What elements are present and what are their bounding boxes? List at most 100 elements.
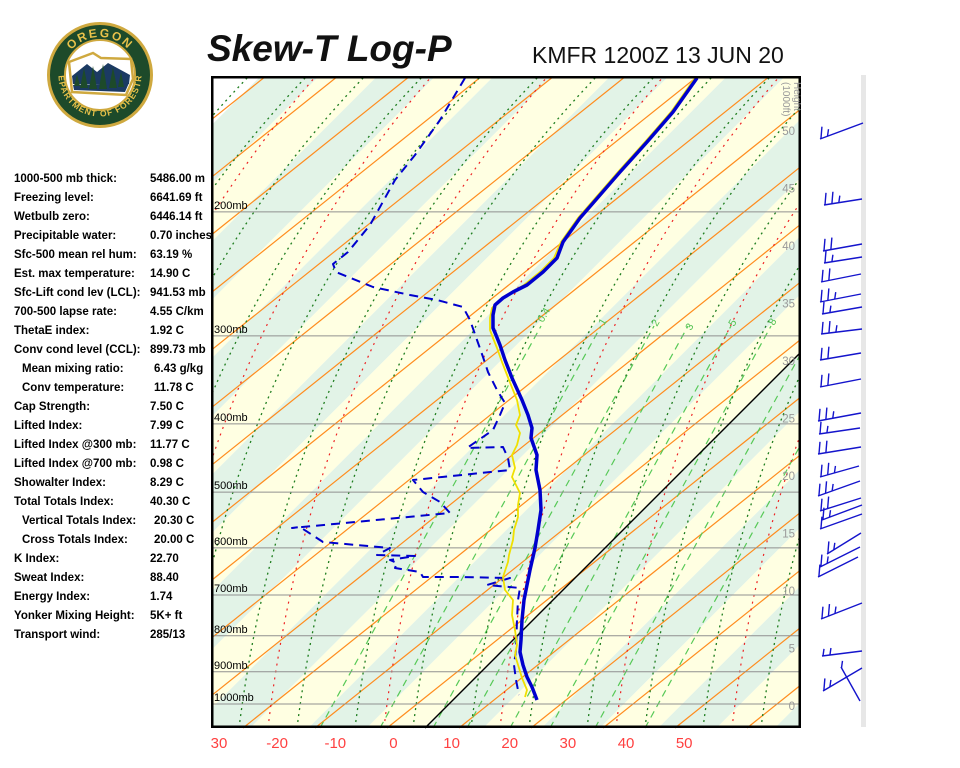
index-label: Sfc-500 mean rel hum: bbox=[14, 249, 137, 261]
index-label: ThetaE index: bbox=[14, 325, 90, 337]
index-value: 0.98 C bbox=[150, 458, 184, 470]
height-tick-label: 15 bbox=[782, 529, 795, 541]
index-row: Cross Totals Index: 20.00 C bbox=[14, 531, 212, 550]
index-label: Yonker Mixing Height: bbox=[14, 610, 135, 622]
index-value: 8.29 C bbox=[150, 477, 184, 489]
temp-axis-label: 10 bbox=[443, 735, 460, 752]
index-row: Energy Index: 1.74 bbox=[14, 588, 212, 607]
index-label: Mean mixing ratio: bbox=[22, 363, 124, 375]
index-row: Sfc-Lift cond lev (LCL): 941.53 mb bbox=[14, 284, 212, 303]
wind-barb-icon bbox=[817, 407, 862, 422]
skewt-chart: 200mb 300mb 400mb 500mb 600mb 700mb 800mb 900mb… bbox=[211, 76, 801, 752]
index-value: 5K+ ft bbox=[150, 610, 183, 622]
pressure-label: 1000mb bbox=[214, 692, 254, 704]
height-tick-label: 50 bbox=[782, 126, 795, 138]
height-tick-label: 45 bbox=[782, 184, 795, 196]
index-value: 7.50 C bbox=[150, 401, 184, 413]
height-tick-label: 20 bbox=[782, 471, 795, 483]
temp-axis-label: -10 bbox=[324, 735, 346, 752]
index-label: Conv temperature: bbox=[22, 382, 125, 394]
wind-barb-icon bbox=[821, 301, 863, 315]
temp-axis-label: -20 bbox=[266, 735, 288, 752]
index-row: Wetbulb zero: 6446.14 ft bbox=[14, 208, 212, 227]
pressure-label: 800mb bbox=[214, 624, 248, 636]
mixing-ratio-label: 3 bbox=[683, 321, 696, 332]
index-value: 285/13 bbox=[150, 629, 186, 641]
index-label: Energy Index: bbox=[14, 591, 91, 603]
index-value: 4.55 C/km bbox=[150, 306, 204, 318]
wind-barb-icon bbox=[840, 660, 861, 702]
index-label: Showalter Index: bbox=[14, 477, 107, 489]
plot-frame bbox=[211, 76, 801, 728]
wind-barb-icon bbox=[819, 346, 862, 361]
index-label: Lifted Index @300 mb: bbox=[14, 439, 137, 451]
pressure-label: 300mb bbox=[214, 324, 248, 336]
index-row: Cap Strength: 7.50 C bbox=[14, 398, 212, 417]
pressure-label: 700mb bbox=[214, 583, 248, 595]
height-tick-label: 30 bbox=[782, 356, 795, 368]
index-value: 14.90 C bbox=[150, 268, 191, 280]
temp-axis-label: 50 bbox=[676, 735, 693, 752]
index-row: Est. max temperature: 14.90 C bbox=[14, 265, 212, 284]
index-value: 63.19 % bbox=[150, 249, 193, 261]
index-value: 6641.69 ft bbox=[150, 192, 203, 204]
index-value: 941.53 mb bbox=[150, 287, 206, 299]
index-row: Lifted Index @300 mb: 11.77 C bbox=[14, 436, 212, 455]
pressure-label: 400mb bbox=[214, 412, 248, 424]
vertical-scrollbar[interactable] bbox=[861, 75, 866, 727]
wind-barb-icon bbox=[819, 513, 863, 530]
index-value: 6.43 g/kg bbox=[154, 363, 204, 375]
temp-axis-label: 30 bbox=[560, 735, 577, 752]
index-label: Freezing level: bbox=[14, 192, 94, 204]
wind-barb-icon bbox=[819, 288, 862, 303]
index-label: Sweat Index: bbox=[14, 572, 85, 584]
wind-barb-icon bbox=[818, 421, 861, 435]
temperature-trace bbox=[491, 76, 699, 701]
index-row: 700-500 lapse rate: 4.55 C/km bbox=[14, 303, 212, 322]
wind-barb-icon bbox=[823, 191, 863, 206]
index-value: 1.92 C bbox=[150, 325, 184, 337]
index-row: Vertical Totals Index: 20.30 C bbox=[14, 512, 212, 531]
mixing-ratio-label: 5 bbox=[726, 317, 739, 328]
stability-indices-panel: 1000-500 mb thick: 5486.00 m Freezing leve… bbox=[14, 170, 212, 645]
height-tick-label: 0 bbox=[789, 701, 795, 713]
wind-barb-column bbox=[817, 122, 864, 702]
temp-axis-label: 0 bbox=[389, 735, 397, 752]
index-row: Mean mixing ratio: 6.43 g/kg bbox=[14, 360, 212, 379]
dry-adiabat-lines bbox=[211, 76, 801, 729]
index-row: Total Totals Index: 40.30 C bbox=[14, 493, 212, 512]
index-row: Sweat Index: 88.40 bbox=[14, 569, 212, 588]
index-row: Freezing level: 6641.69 ft bbox=[14, 189, 212, 208]
index-label: Wetbulb zero: bbox=[14, 211, 90, 223]
wind-barb-icon bbox=[820, 320, 863, 335]
chart-labels: 200mb 300mb 400mb 500mb 600mb 700mb 800mb 900mb… bbox=[211, 82, 801, 752]
index-label: Vertical Totals Index: bbox=[22, 515, 137, 527]
temp-axis-label: 20 bbox=[501, 735, 518, 752]
odf-logo: OREGON DEPARTMENT OF FORESTRY bbox=[43, 14, 153, 128]
index-row: Transport wind: 285/13 bbox=[14, 626, 212, 645]
temp-axis-label: 40 bbox=[618, 735, 635, 752]
wind-barb-icon bbox=[821, 504, 863, 521]
wind-barb-icon bbox=[820, 268, 862, 283]
index-label: Cross Totals Index: bbox=[22, 534, 128, 546]
odf-logo-seal-icon: OREGON DEPARTMENT OF FORESTRY bbox=[43, 14, 153, 128]
wind-barb-icon bbox=[817, 480, 861, 497]
wind-barb-icon bbox=[826, 532, 862, 555]
wind-barb-icon bbox=[819, 462, 860, 478]
index-row: Lifted Index @700 mb: 0.98 C bbox=[14, 455, 212, 474]
index-label: 1000-500 mb thick: bbox=[14, 173, 117, 185]
wind-barb-icon bbox=[817, 440, 862, 455]
pressure-label: 200mb bbox=[214, 200, 248, 212]
index-value: 20.30 C bbox=[154, 515, 195, 527]
index-value: 899.73 mb bbox=[150, 344, 206, 356]
wind-barb-icon bbox=[817, 556, 859, 578]
index-row: ThetaE index: 1.92 C bbox=[14, 322, 212, 341]
wind-barb-icon bbox=[822, 667, 863, 692]
index-label: Est. max temperature: bbox=[14, 268, 135, 280]
index-value: 40.30 C bbox=[150, 496, 191, 508]
index-row: K Index: 22.70 bbox=[14, 550, 212, 569]
height-tick-label: 10 bbox=[782, 586, 795, 598]
mixing-ratio-label: 8 bbox=[766, 316, 779, 327]
wind-barb-icon bbox=[819, 496, 862, 512]
station-time-label: KMFR 1200Z 13 JUN 20 bbox=[532, 42, 784, 68]
